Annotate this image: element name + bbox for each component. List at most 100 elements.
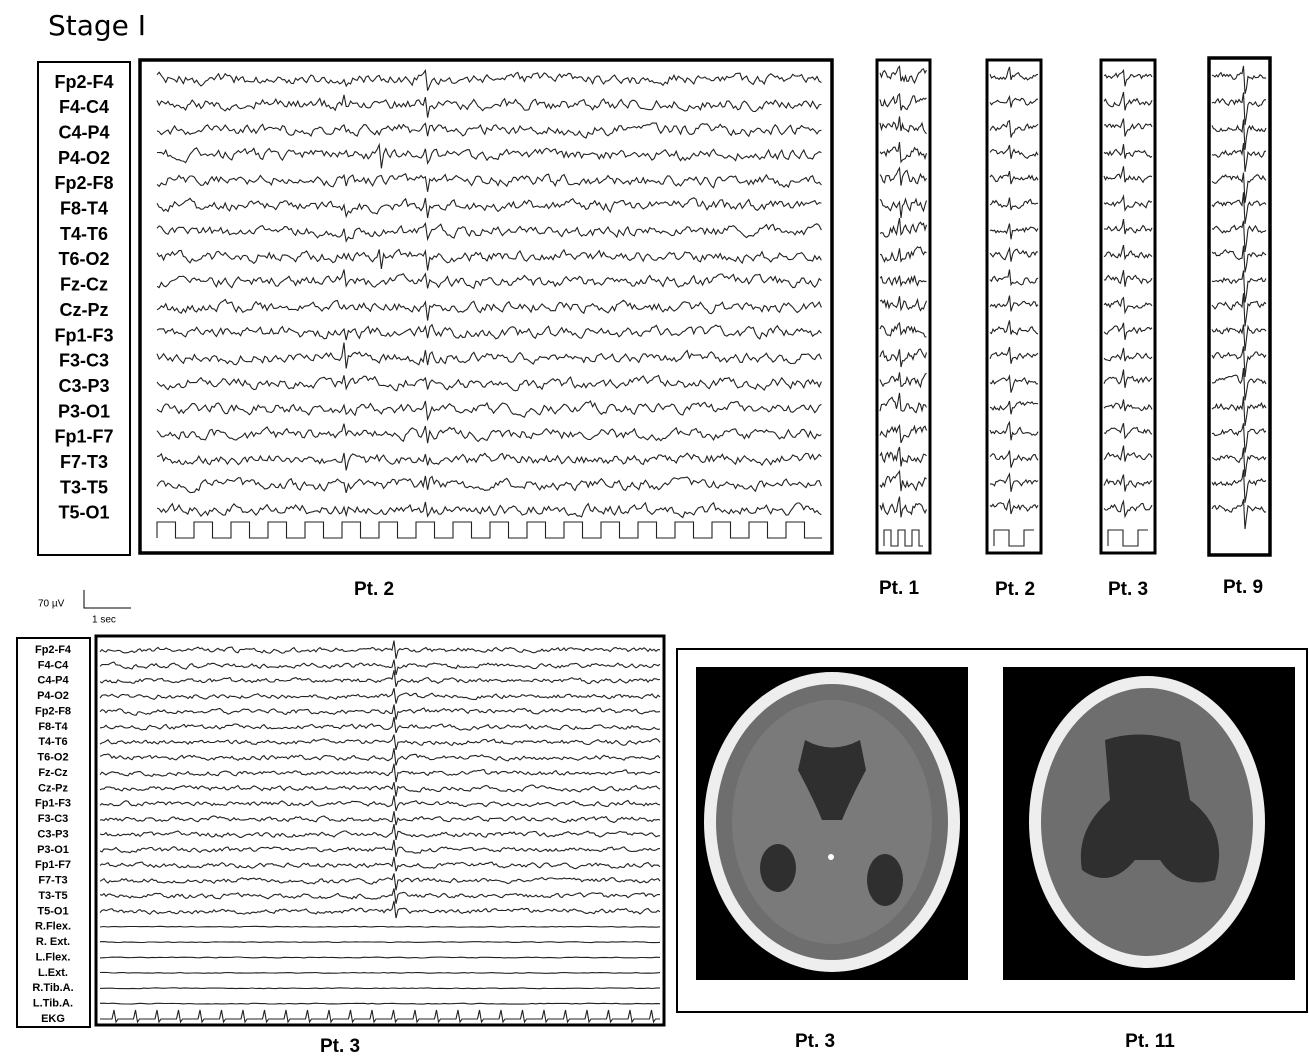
caption: Pt. 1 [879,578,920,599]
eeg-trace [879,116,927,135]
eeg-trace [879,142,928,164]
eeg-trace [156,342,822,369]
calibration [993,529,1034,547]
eeg-trace [99,856,661,872]
eeg-trace [156,173,822,192]
eeg-trace [989,374,1039,393]
eeg-trace [989,223,1039,240]
eeg-trace [156,122,822,139]
eeg-trace [156,423,822,444]
eeg-trace [1211,396,1267,426]
eeg-trace [879,469,927,492]
eeg-trace [99,987,661,990]
eeg-box [1207,56,1272,557]
eeg-trace [989,94,1039,108]
eeg-trace [879,372,927,389]
eeg-trace [99,716,661,734]
channel-label: L.Ext. [38,967,68,979]
eeg-box [94,634,666,1027]
channel-label: T3-T5 [60,477,108,497]
ct-scan [1003,667,1295,980]
eeg-trace [99,670,661,687]
channel-label: T6-O2 [37,752,68,764]
eeg-trace [989,346,1039,364]
channel-label: P3-O1 [37,844,69,856]
channel-label: Fp1-F3 [54,325,113,345]
channel-label: P4-O2 [58,148,110,168]
eeg-trace [1103,499,1153,519]
scale-amplitude: 70 µV [38,599,65,610]
eeg-trace [99,1002,661,1005]
channel-label: C3-P3 [37,828,68,840]
eeg-trace [99,956,661,959]
channel-label: Cz-Pz [38,782,68,794]
channel-label: T4-T6 [60,224,108,244]
eeg-trace [989,400,1039,415]
eeg-trace [879,197,928,219]
eeg-trace [879,246,927,263]
channel-label: T4-T6 [38,736,67,748]
eeg-trace [1211,172,1267,203]
eeg-trace [99,888,661,904]
eeg-trace [879,392,927,414]
channel-label: C3-P3 [58,376,109,396]
eeg-trace [99,971,661,974]
eeg-trace [99,795,661,811]
eeg-trace [99,748,661,766]
eeg-trace [989,197,1038,211]
channel-label: Fp1-F3 [35,798,71,810]
eeg-trace [99,941,661,944]
eeg-trace [1211,65,1267,95]
eeg-trace [99,640,661,659]
channel-label: Fp2-F8 [54,173,113,193]
eeg-trace [156,501,822,519]
eeg-trace [1103,194,1153,212]
eeg-trace [989,269,1039,287]
channel-label: Fp1-F7 [54,427,113,447]
eeg-trace [156,221,822,243]
channel-label: F3-C3 [38,813,69,825]
eeg-trace [879,65,927,85]
eeg-trace [1211,143,1267,172]
eeg-box [985,58,1043,555]
eeg-trace [1103,474,1153,492]
eeg-trace [1211,245,1267,273]
scale-bar [83,590,131,609]
eeg-trace [1103,244,1153,261]
channel-label: F3-C3 [59,351,109,371]
channel-label: F7-T3 [60,452,108,472]
eeg-trace [879,296,928,312]
eeg-trace [156,69,822,91]
eeg-trace [989,119,1039,138]
eeg-trace [156,298,822,321]
eeg-trace [989,320,1039,336]
eeg-trace [1103,91,1153,111]
eeg-trace [1211,423,1267,453]
eeg-trace [989,420,1039,441]
eeg-trace [879,321,927,338]
caption: Pt. 3 [320,1036,360,1057]
eeg-trace [879,166,927,186]
eeg-trace [1103,218,1153,235]
eeg-box [138,58,834,555]
eeg-trace [1104,270,1153,287]
eeg-trace [156,142,822,169]
eeg-trace [156,400,822,422]
ct-scan [696,667,968,980]
channel-label: R.Tib.A. [32,982,73,994]
scale-time: 1 sec [92,615,116,626]
eeg-trace [879,92,927,111]
eeg-trace [156,374,822,392]
eeg-trace [879,496,928,518]
eeg-trace [1211,220,1267,252]
channel-label: T6-O2 [58,249,109,269]
eeg-trace [156,452,822,471]
caption: Pt. 11 [1125,1031,1175,1052]
eeg-trace [99,925,661,928]
eeg-trace [1211,293,1267,327]
channel-label: F7-T3 [38,875,67,887]
eeg-box [1099,58,1157,555]
eeg-trace [879,446,927,467]
channel-label: Fp2-F4 [35,644,72,656]
caption: Pt. 2 [354,579,394,600]
